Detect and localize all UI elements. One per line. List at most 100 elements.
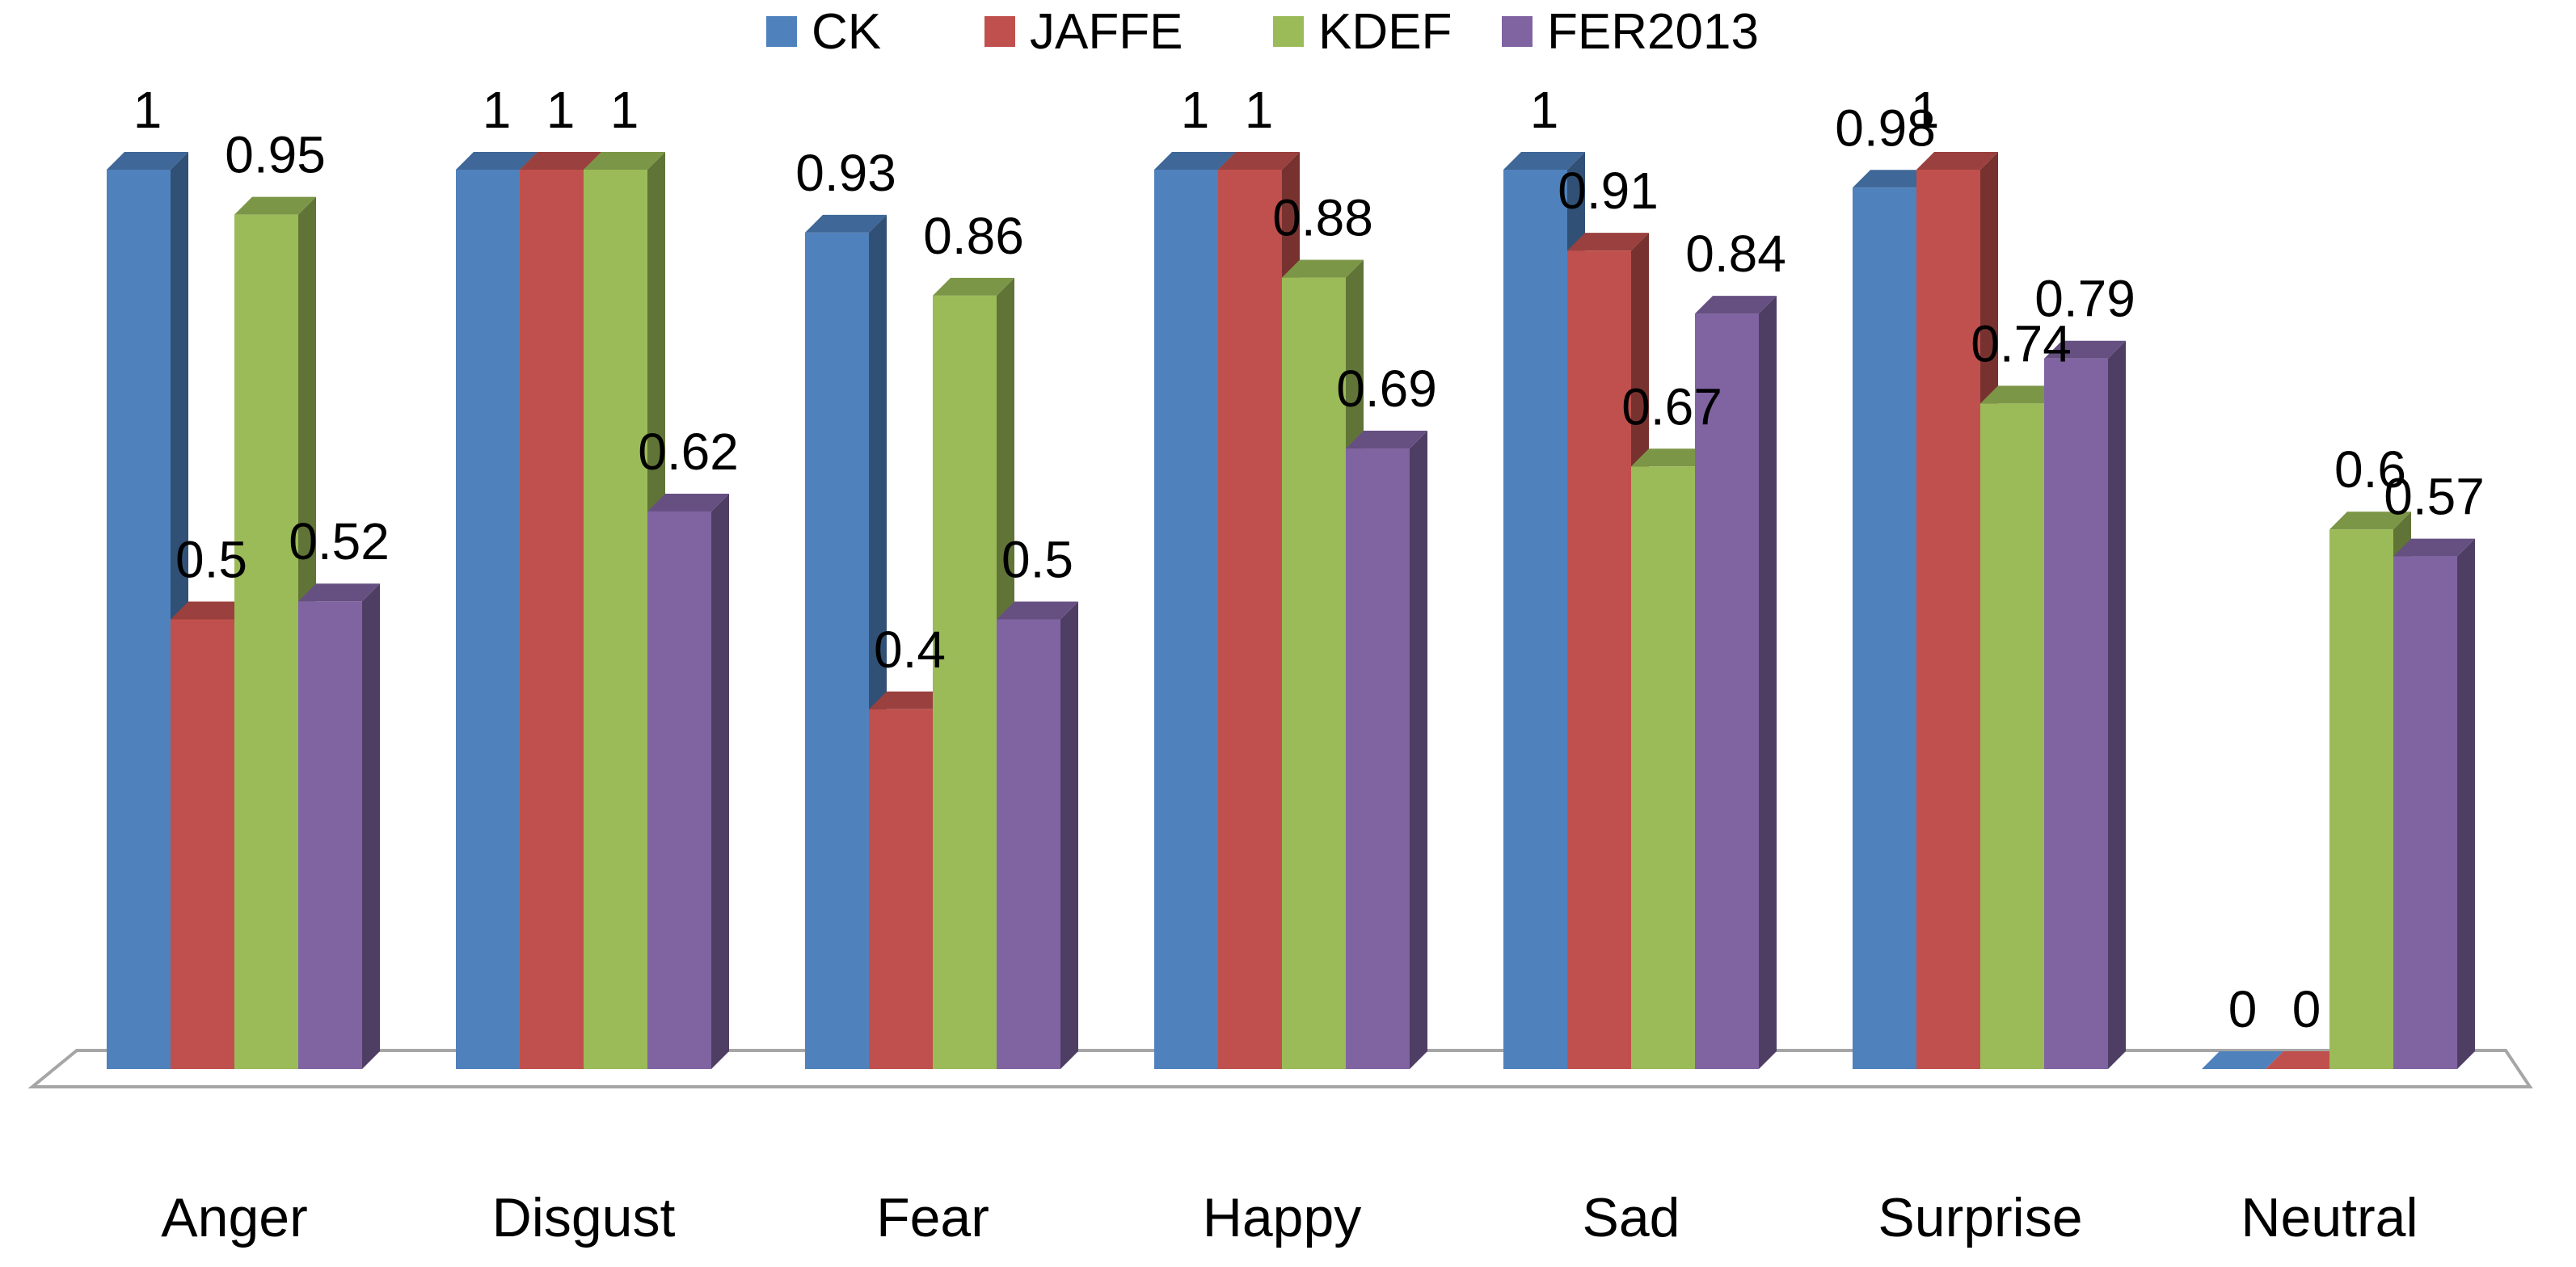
data-label-disgust-fer2013: 0.62 bbox=[638, 423, 739, 481]
data-label-neutral-fer2013: 0.57 bbox=[2384, 468, 2485, 526]
category-label-fear: Fear bbox=[876, 1187, 989, 1248]
bar-front bbox=[1916, 170, 1980, 1069]
bar-front bbox=[171, 619, 234, 1069]
data-label-fear-jaffe: 0.4 bbox=[874, 621, 946, 679]
bar-front bbox=[997, 619, 1060, 1069]
legend: CK JAFFE KDEF FER2013 bbox=[766, 4, 1759, 60]
bar-front bbox=[1567, 250, 1631, 1069]
legend-item-ck: CK bbox=[766, 4, 881, 60]
data-label-sad-fer2013: 0.84 bbox=[1685, 225, 1786, 283]
data-label-neutral-kdef: 0.6 bbox=[2334, 440, 2406, 499]
bar-top bbox=[1346, 431, 1427, 449]
bar-side bbox=[2108, 340, 2126, 1070]
category-label-sad: Sad bbox=[1583, 1187, 1680, 1248]
legend-item-kdef: KDEF bbox=[1273, 4, 1452, 60]
legend-swatch bbox=[1502, 16, 1533, 47]
bar-front bbox=[298, 601, 362, 1069]
data-label-disgust-kdef: 1 bbox=[610, 81, 639, 139]
category-label-anger: Anger bbox=[161, 1187, 307, 1248]
bar-front bbox=[647, 511, 711, 1069]
bar-side bbox=[362, 583, 380, 1069]
bar-top bbox=[869, 691, 951, 709]
bar-front bbox=[805, 232, 869, 1069]
category-label-disgust: Disgust bbox=[492, 1187, 676, 1248]
bar-side bbox=[1410, 431, 1427, 1069]
bar-top bbox=[520, 152, 601, 170]
data-label-happy-jaffe: 1 bbox=[1245, 81, 1274, 139]
legend-item-fer2013: FER2013 bbox=[1502, 4, 1759, 60]
legend-label: FER2013 bbox=[1547, 4, 1759, 60]
bar-front bbox=[1154, 170, 1218, 1069]
bar-top bbox=[1695, 296, 1777, 314]
data-label-sad-jaffe: 0.91 bbox=[1558, 162, 1659, 220]
bar-anger-fer2013 bbox=[298, 583, 380, 1069]
bar-front bbox=[234, 214, 298, 1069]
data-label-sad-ck: 1 bbox=[1530, 81, 1559, 139]
category-axis: Anger Disgust Fear Happy Sad Surprise Neutral bbox=[161, 1187, 2418, 1248]
data-label-anger-fer2013: 0.52 bbox=[289, 512, 390, 570]
bar-top bbox=[933, 277, 1014, 296]
bar-top bbox=[1631, 448, 1713, 467]
bars bbox=[107, 152, 2475, 1070]
bar-top bbox=[1218, 152, 1300, 170]
bar-top bbox=[584, 152, 665, 170]
data-label-surprise-ck: 0.98 bbox=[1835, 99, 1936, 157]
data-label-disgust-jaffe: 1 bbox=[546, 81, 575, 139]
legend-swatch bbox=[1273, 16, 1304, 47]
data-label-disgust-ck: 1 bbox=[483, 81, 512, 139]
bar-surprise-fer2013 bbox=[2044, 340, 2126, 1070]
bar-top bbox=[2044, 340, 2126, 359]
bar-front bbox=[1503, 170, 1567, 1069]
bar-front bbox=[456, 170, 520, 1069]
bar-front bbox=[1980, 403, 2044, 1069]
data-label-happy-fer2013: 0.69 bbox=[1336, 360, 1437, 418]
data-label-anger-kdef: 0.95 bbox=[225, 126, 326, 184]
bar-sad-fer2013 bbox=[1695, 296, 1777, 1070]
bar-neutral-jaffe bbox=[2266, 1051, 2347, 1069]
category-label-happy: Happy bbox=[1203, 1187, 1362, 1248]
bar-disgust-kdef bbox=[584, 152, 665, 1069]
legend-swatch bbox=[766, 16, 797, 47]
bar-side bbox=[1759, 296, 1777, 1070]
bar-fear-fer2013 bbox=[997, 601, 1078, 1069]
bar-top bbox=[107, 152, 188, 170]
bar-front bbox=[933, 295, 997, 1069]
data-label-happy-kdef: 0.88 bbox=[1272, 189, 1373, 247]
bar-side bbox=[2457, 538, 2475, 1069]
bar-front bbox=[520, 170, 584, 1069]
data-label-fear-fer2013: 0.5 bbox=[1001, 531, 1073, 589]
bar-top bbox=[2329, 511, 2411, 530]
legend-label: JAFFE bbox=[1030, 4, 1183, 60]
bar-disgust-fer2013 bbox=[647, 493, 729, 1069]
bar-front bbox=[1631, 466, 1695, 1069]
bar-front bbox=[869, 709, 933, 1069]
category-label-neutral: Neutral bbox=[2241, 1187, 2418, 1248]
bar-top bbox=[171, 601, 252, 620]
bar-top bbox=[1980, 385, 2062, 404]
bar-top bbox=[1282, 259, 1364, 278]
data-label-neutral-ck: 0 bbox=[2228, 980, 2258, 1038]
data-label-surprise-jaffe: 1 bbox=[1911, 81, 1940, 139]
bar-neutral-ck bbox=[2202, 1051, 2283, 1069]
legend-item-jaffe: JAFFE bbox=[984, 4, 1183, 60]
bar-top bbox=[805, 214, 887, 233]
bar-front bbox=[2044, 358, 2108, 1070]
bar-front bbox=[1218, 170, 1282, 1069]
bar-top bbox=[456, 152, 538, 170]
bar-front bbox=[1853, 187, 1916, 1069]
data-label-fear-kdef: 0.86 bbox=[923, 207, 1024, 265]
bar-neutral-fer2013 bbox=[2393, 538, 2475, 1069]
bar-top bbox=[1853, 170, 1934, 188]
legend-label: CK bbox=[812, 4, 881, 60]
bar-top bbox=[298, 583, 380, 602]
bar-front bbox=[1695, 314, 1759, 1070]
bar-side bbox=[1060, 601, 1078, 1069]
category-label-surprise: Surprise bbox=[1878, 1187, 2082, 1248]
data-label-fear-ck: 0.93 bbox=[795, 144, 896, 202]
bar-front bbox=[1346, 448, 1410, 1069]
bar-flat bbox=[2266, 1051, 2347, 1069]
bar-top bbox=[234, 196, 316, 215]
data-label-anger-jaffe: 0.5 bbox=[175, 531, 247, 589]
bar-front bbox=[1282, 277, 1346, 1069]
